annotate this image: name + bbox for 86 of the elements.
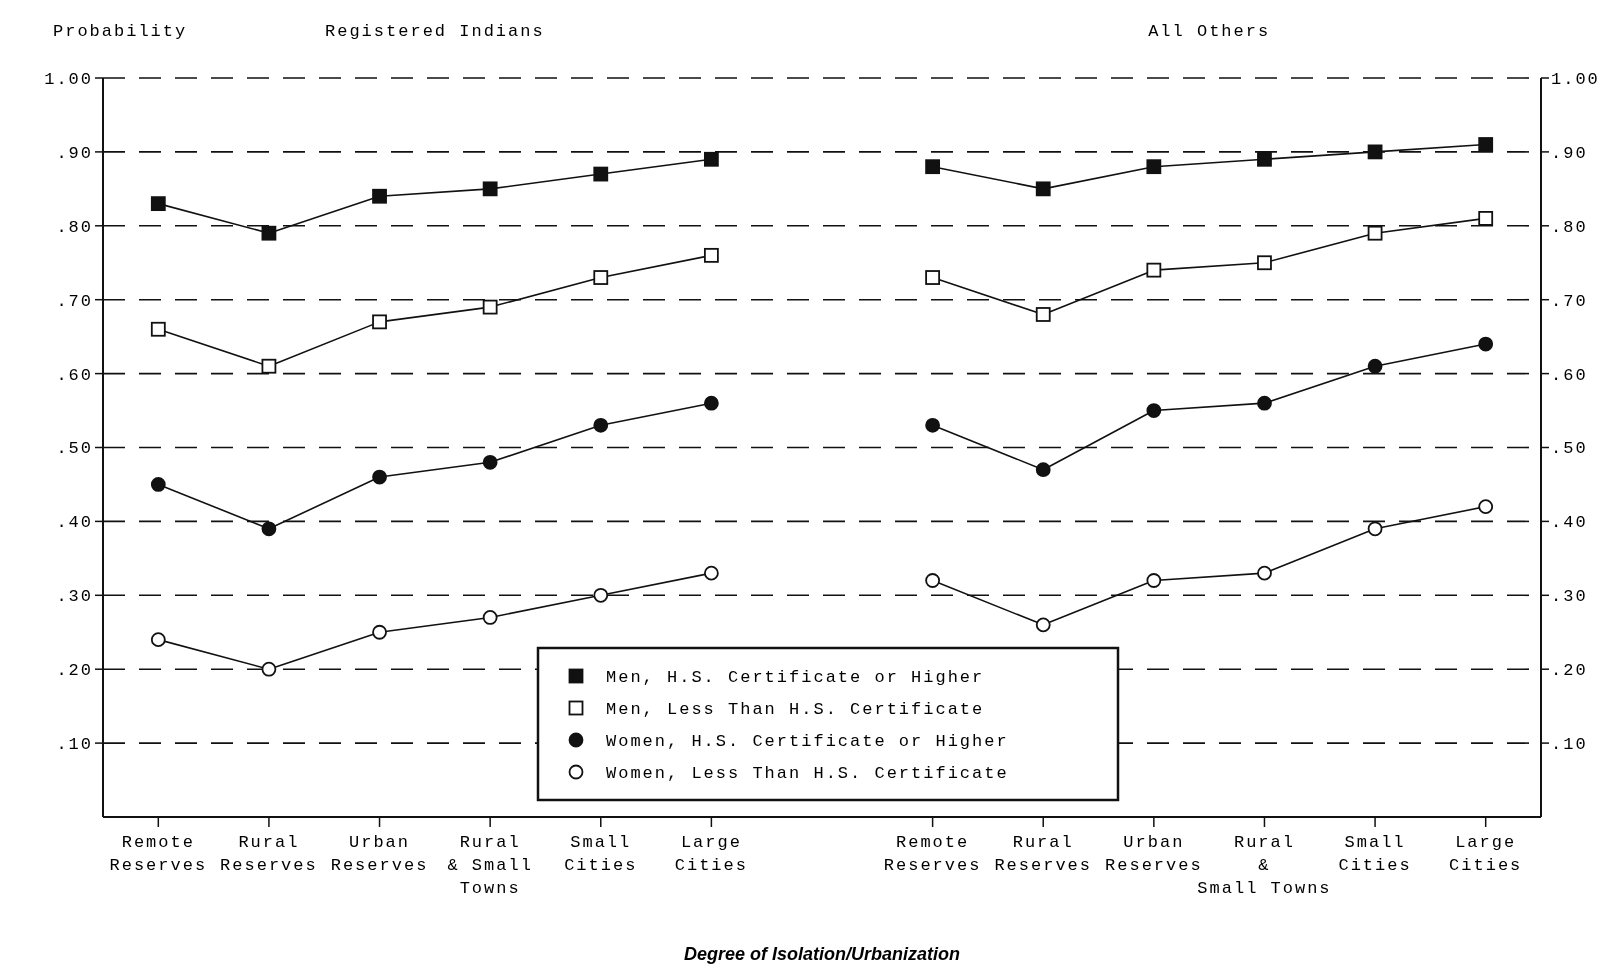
x-tick-label: Large Cities <box>674 833 748 875</box>
y2-tick-label: 1.00 <box>1551 69 1600 89</box>
point <box>482 181 498 197</box>
point <box>593 587 609 603</box>
y-tick-label: .60 <box>56 365 93 385</box>
y-tick-label: .40 <box>56 513 93 533</box>
point <box>261 225 277 241</box>
point <box>482 610 498 625</box>
point <box>1478 137 1494 152</box>
point <box>593 270 609 285</box>
x-tick-label: Remote Reserves <box>883 833 982 875</box>
point <box>1367 225 1383 241</box>
point <box>1146 159 1162 175</box>
y2-tick-label: .40 <box>1551 513 1588 533</box>
x-tick-label: Small Cities <box>1338 833 1412 875</box>
point <box>150 321 166 337</box>
point <box>1478 336 1494 352</box>
text: All Others <box>1148 22 1271 41</box>
y2-tick-label: .90 <box>1551 143 1588 163</box>
x-tick-label: Urban Reserves <box>330 833 429 875</box>
point <box>593 417 609 433</box>
point <box>1257 151 1272 167</box>
x-tick-label: Rural Reserves <box>220 833 318 875</box>
x-tick-label: Small Cities <box>564 833 638 875</box>
y-tick-label: .30 <box>56 587 93 607</box>
point <box>1146 403 1162 418</box>
x-tick-label: Rural & Small Towns <box>447 833 533 898</box>
point <box>482 299 498 315</box>
point <box>1035 617 1051 633</box>
y-tick-label: .90 <box>56 143 93 163</box>
point <box>150 477 166 492</box>
point <box>482 454 498 470</box>
point <box>1035 181 1051 197</box>
point <box>1146 262 1162 278</box>
point <box>1257 565 1272 581</box>
point <box>1257 255 1272 271</box>
point <box>1367 521 1383 537</box>
x-tick-label: Large Cities <box>1449 833 1523 875</box>
y-axis-title: Probability <box>53 22 188 41</box>
point <box>1478 499 1494 515</box>
point <box>1257 395 1272 411</box>
y-tick-label: .10 <box>56 735 93 755</box>
point <box>372 314 387 330</box>
y2-tick-label: .80 <box>1551 217 1588 237</box>
y-tick-label: 1.00 <box>44 69 93 89</box>
point <box>925 270 941 285</box>
point <box>150 196 166 212</box>
point <box>1367 358 1383 374</box>
y-tick-label: .50 <box>56 439 93 459</box>
y2-tick-label: .30 <box>1551 587 1588 607</box>
point <box>150 632 166 648</box>
point <box>703 247 719 263</box>
legend-label: Women, H.S. Certificate or Higher <box>606 731 1009 751</box>
y-tick-label: .70 <box>56 291 93 311</box>
point <box>925 573 941 588</box>
text: Registered Indians <box>325 22 545 41</box>
point <box>703 565 719 581</box>
point <box>1035 307 1051 322</box>
point <box>1035 462 1051 478</box>
y2-tick-label: .70 <box>1551 291 1588 311</box>
point <box>261 358 277 374</box>
point <box>925 159 941 175</box>
legend-label: Men, Less Than H.S. Certificate <box>606 699 985 719</box>
point <box>703 395 719 411</box>
x-tick-label: Remote Reserves <box>109 833 208 875</box>
point <box>593 166 609 182</box>
x-tick-label: Rural Reserves <box>994 833 1093 875</box>
x-axis-title: Degree of Isolation/Urbanization <box>683 944 961 964</box>
legend-label: Men, H.S. Certificate or Higher <box>606 667 985 687</box>
point <box>1367 144 1383 160</box>
legend-label: Women, Less Than H.S. Certificate <box>606 763 1009 783</box>
point <box>372 624 387 640</box>
y-tick-label: .80 <box>56 217 93 237</box>
y2-tick-label: .50 <box>1551 439 1588 459</box>
point <box>261 521 277 537</box>
point <box>261 661 277 677</box>
point <box>372 188 387 204</box>
point <box>925 417 941 433</box>
point <box>372 469 387 485</box>
y-tick-label: .20 <box>56 661 93 681</box>
point <box>1146 573 1162 588</box>
point <box>1478 211 1494 226</box>
point <box>703 151 719 167</box>
y2-tick-label: .10 <box>1551 735 1588 755</box>
y2-tick-label: .60 <box>1551 365 1588 385</box>
y2-tick-label: .20 <box>1551 661 1588 681</box>
